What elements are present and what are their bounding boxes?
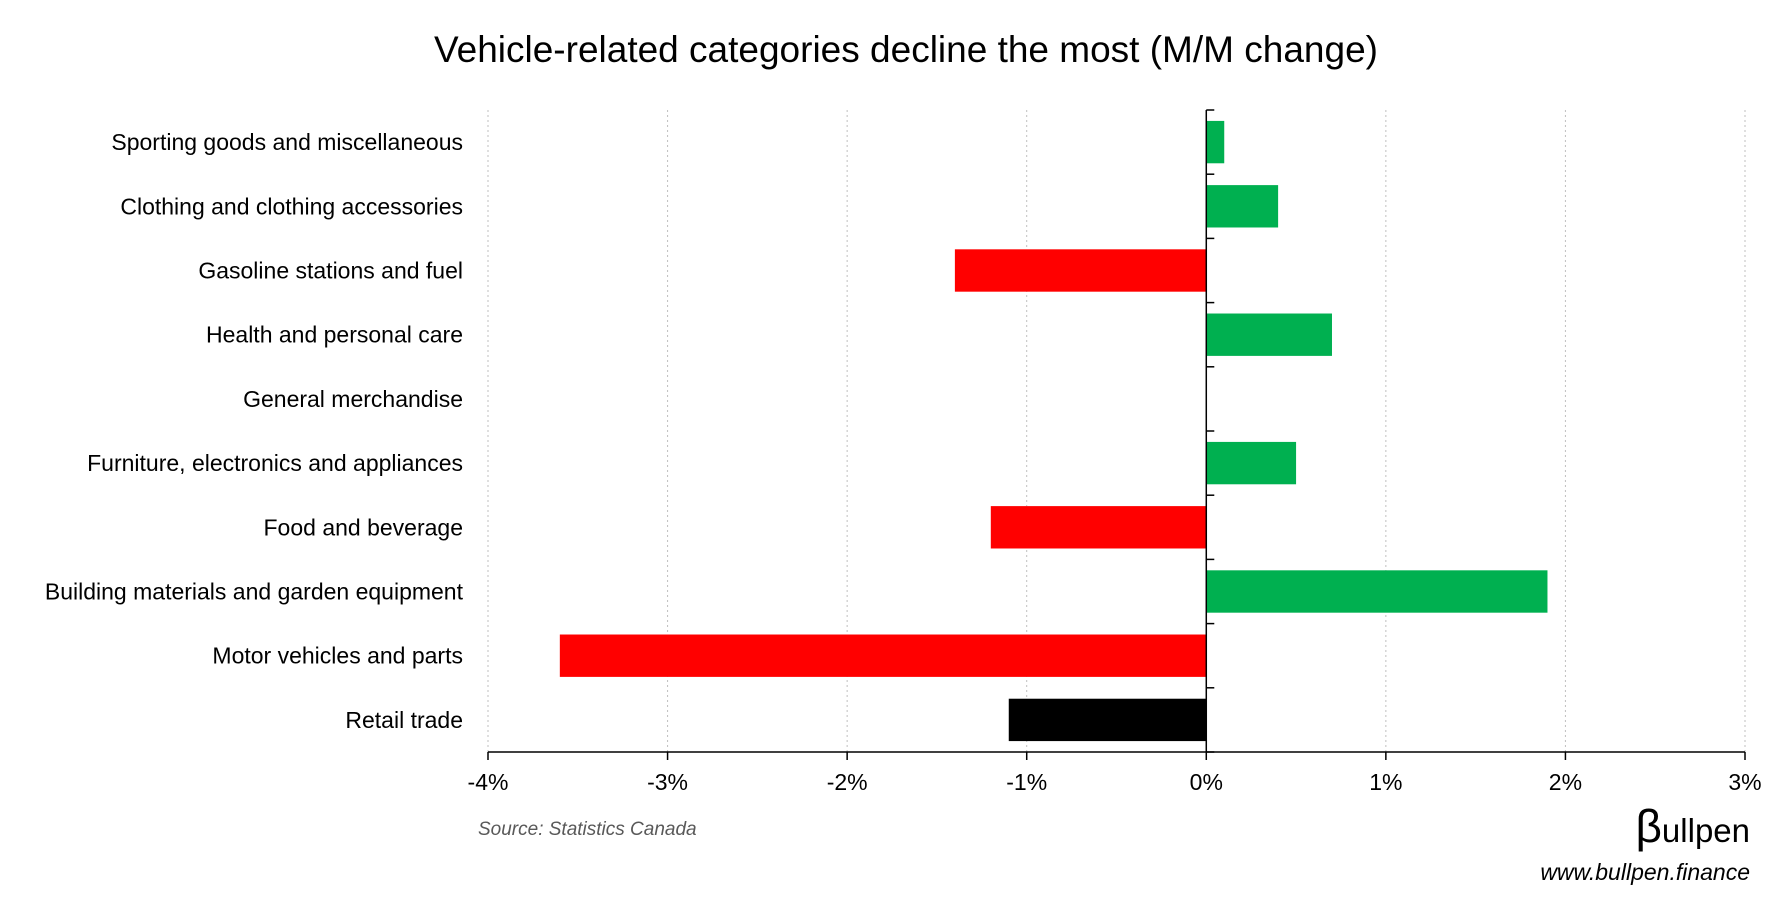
brand-url: www.bullpen.finance [1540,859,1750,885]
bar [1206,313,1332,356]
x-tick-label: -2% [827,769,868,795]
category-label: Furniture, electronics and appliances [87,450,463,476]
category-label: Food and beverage [264,514,464,540]
x-tick-label: 1% [1369,769,1402,795]
bars [559,120,1548,742]
x-tick-label: 0% [1190,769,1223,795]
bar [1206,185,1279,228]
bar [1206,570,1548,613]
x-tick-label: 3% [1728,769,1761,795]
beta-symbol: β [1635,800,1661,852]
axes [487,109,1746,760]
category-label: Retail trade [345,707,463,733]
category-label: Clothing and clothing accessories [120,193,463,219]
bar [1206,441,1297,485]
bar [1008,698,1207,742]
category-label: Motor vehicles and parts [212,643,463,669]
x-tick-label: -1% [1006,769,1047,795]
category-label: General merchandise [243,386,463,412]
category-label: Building materials and garden equipment [45,579,464,605]
bar [1206,120,1225,164]
bar [990,506,1207,549]
bar [559,634,1207,677]
x-tick-label: 2% [1549,769,1582,795]
category-label: Sporting goods and miscellaneous [111,129,463,155]
brand-name: ullpen [1662,812,1750,849]
x-tick-label: -3% [647,769,688,795]
x-tick-label: -4% [468,769,509,795]
bullpen-logo: βullpen [1635,800,1750,852]
bar [954,249,1207,292]
x-tick-labels: -4% -3% -2% -1% 0% 1% 2% 3% [468,769,1762,795]
gridlines [487,110,1746,752]
category-label: Health and personal care [206,322,463,348]
category-labels: Sporting goods and miscellaneous Clothing… [45,129,464,733]
chart-title: Vehicle-related categories decline the m… [434,29,1378,70]
category-label: Gasoline stations and fuel [198,258,463,284]
source-note: Source: Statistics Canada [478,819,697,840]
